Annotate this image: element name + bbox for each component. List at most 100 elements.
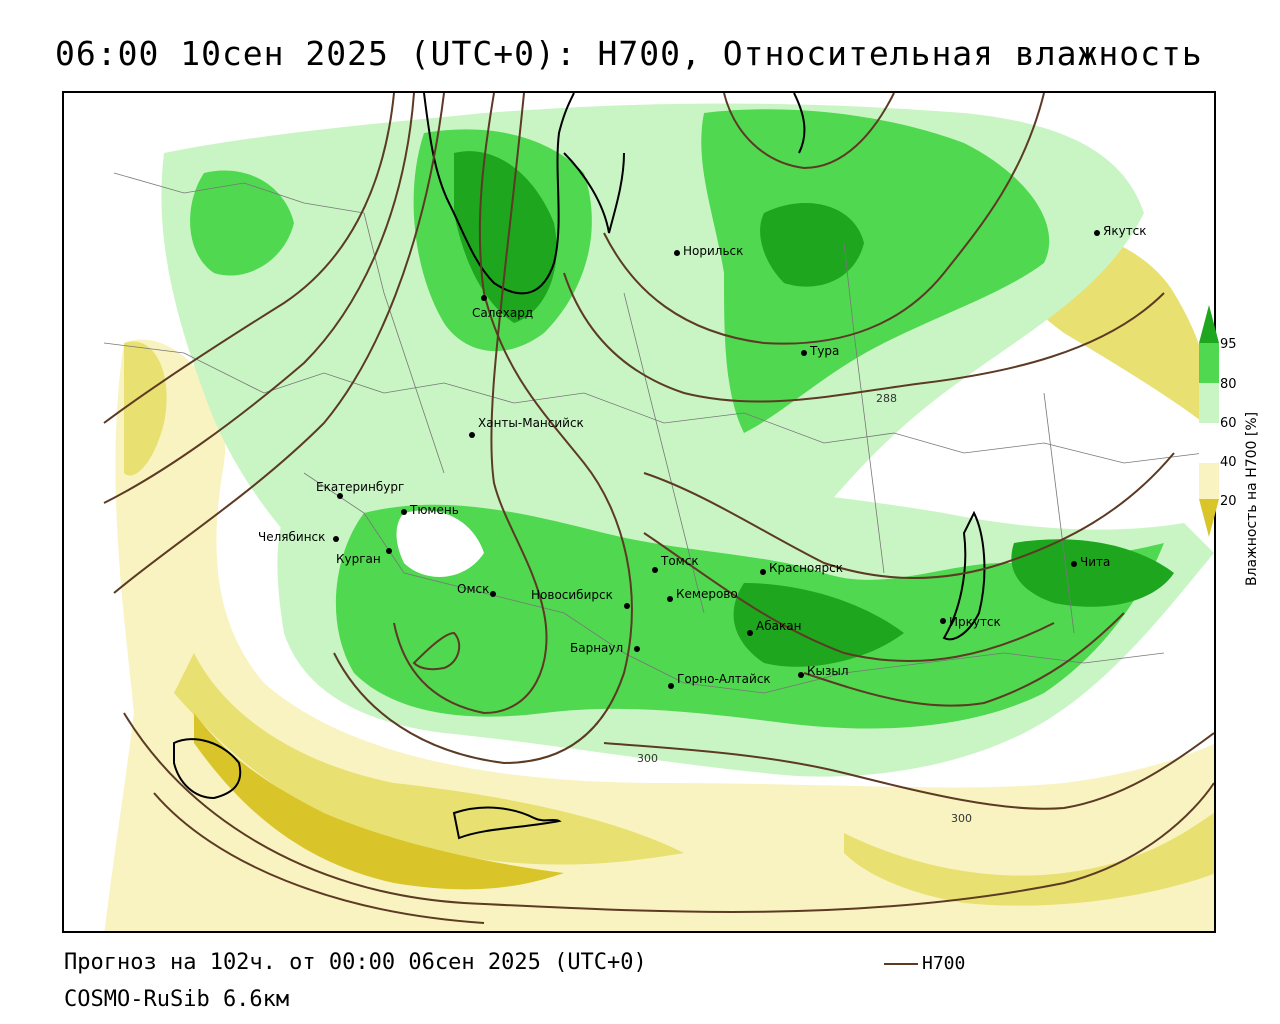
- border-line-4: [623, 292, 705, 614]
- city-label: Иркутск: [949, 615, 1001, 629]
- khakassia-very-wet: [733, 583, 904, 667]
- isoline-central-2: [643, 532, 1055, 663]
- taimyr-coast: [793, 93, 806, 154]
- city-label: Красноярск: [769, 561, 843, 575]
- south-very-dry: [194, 713, 564, 890]
- city-label: Тура: [809, 344, 839, 358]
- colorbar-segment: [1199, 383, 1219, 423]
- colorbar-segment: [1199, 423, 1219, 463]
- isoline-3: [113, 93, 445, 594]
- city-label: Курган: [336, 552, 381, 566]
- city-label: Якутск: [1103, 224, 1147, 238]
- isoline-label: 300: [951, 812, 972, 825]
- city-dot: [667, 596, 673, 602]
- colorbar-tick: 95: [1220, 337, 1237, 352]
- south-dry-core: [174, 653, 684, 865]
- baikal-lake: [942, 510, 986, 641]
- h700-isolines: [103, 93, 1214, 924]
- colorbar-tick: 40: [1220, 455, 1237, 470]
- city-dot: [760, 569, 766, 575]
- city-dot: [801, 350, 807, 356]
- border-line-2: [303, 472, 1165, 694]
- city-dot: [337, 493, 343, 499]
- city-dot: [940, 618, 946, 624]
- border-line-5: [843, 242, 885, 574]
- humidity-map: 288 300 300 Якутск Норильск Салехард Тур…: [64, 93, 1214, 931]
- isoline-4: [123, 712, 1214, 913]
- city-markers: Якутск Норильск Салехард Тура Ханты-Манс…: [258, 224, 1147, 689]
- isoline-north-2: [723, 93, 895, 170]
- colorbar-top-arrow: [1199, 305, 1219, 343]
- isoline-2: [103, 93, 415, 504]
- isoline-label: 300: [637, 752, 658, 765]
- colorbar-segment: [1199, 463, 1219, 499]
- h700-legend-line: [884, 963, 918, 965]
- taimyr-very-wet: [760, 203, 864, 287]
- city-dot: [674, 250, 680, 256]
- aral-sea: [173, 738, 242, 800]
- isoline-288: [563, 272, 1165, 403]
- city-label: Кызыл: [807, 664, 849, 678]
- city-dot: [798, 672, 804, 678]
- isoline-north-1: [603, 93, 1045, 345]
- colorbar-bottom-arrow: [1199, 499, 1219, 537]
- border-line-3: [363, 212, 445, 474]
- city-label: Салехард: [472, 306, 533, 320]
- city-label: Кемерово: [676, 587, 738, 601]
- city-dot: [333, 536, 339, 542]
- city-dot: [1094, 230, 1100, 236]
- isoline-7: [393, 93, 548, 715]
- city-label: Норильск: [683, 244, 743, 258]
- city-dot: [634, 646, 640, 652]
- balkhash-lake: [452, 806, 562, 840]
- isoline-300-south: [603, 732, 1214, 810]
- city-dot: [481, 295, 487, 301]
- isoline-6: [333, 93, 633, 765]
- city-label: Новосибирск: [531, 588, 613, 602]
- city-label: Челябинск: [258, 530, 325, 544]
- city-label: Тюмень: [409, 503, 459, 517]
- city-dot: [1071, 561, 1077, 567]
- city-dot: [747, 630, 753, 636]
- southeast-dry: [844, 813, 1214, 906]
- city-label: Барнаул: [570, 641, 623, 655]
- city-label: Томск: [660, 554, 699, 568]
- h700-legend-label: Н700: [922, 953, 966, 974]
- colorbar-tick: 60: [1220, 416, 1237, 431]
- border-line-7: [113, 172, 365, 214]
- city-dot: [668, 683, 674, 689]
- regional-borders: [103, 172, 1205, 694]
- colorbar-segment: [1199, 343, 1219, 383]
- model-name: COSMO-RuSib 6.6км: [64, 987, 290, 1012]
- isoline-omsk-loop: [412, 631, 461, 671]
- city-label: Екатеринбург: [316, 480, 404, 494]
- map-title: 06:00 10сен 2025 (UTC+0): Н700, Относите…: [55, 34, 1203, 73]
- city-dot: [469, 432, 475, 438]
- west-dry: [124, 341, 167, 476]
- omsk-dry-pocket: [396, 510, 484, 577]
- isoline-label: 288: [876, 392, 897, 405]
- city-label: Ханты-Мансийск: [478, 416, 584, 430]
- coastlines: [173, 93, 986, 840]
- forecast-info: Прогноз на 102ч. от 00:00 06сен 2025 (UT…: [64, 950, 647, 975]
- city-dot: [490, 591, 496, 597]
- border-line-1: [103, 342, 1205, 464]
- city-dot: [624, 603, 630, 609]
- taimyr-wet: [701, 109, 1050, 433]
- city-label: Горно-Алтайск: [677, 672, 771, 686]
- northwest-wet: [190, 170, 294, 276]
- yamal-coast: [423, 93, 575, 295]
- isoline-central: [643, 452, 1175, 579]
- colorbar-tick: 20: [1220, 494, 1237, 509]
- colorbar-title: Влажность на Н700 [%]: [1244, 411, 1260, 586]
- moist-zones: [161, 103, 1214, 777]
- ob-very-wet: [454, 151, 557, 323]
- isoline-central-3: [803, 612, 1125, 707]
- city-dot: [401, 509, 407, 515]
- isoline-labels: 288 300 300: [637, 392, 972, 825]
- city-dot: [386, 548, 392, 554]
- city-label: Чита: [1080, 555, 1110, 569]
- colorbar-tick: 80: [1220, 377, 1237, 392]
- city-label: Омск: [457, 582, 489, 596]
- zabaikalye-very-wet: [1011, 539, 1174, 607]
